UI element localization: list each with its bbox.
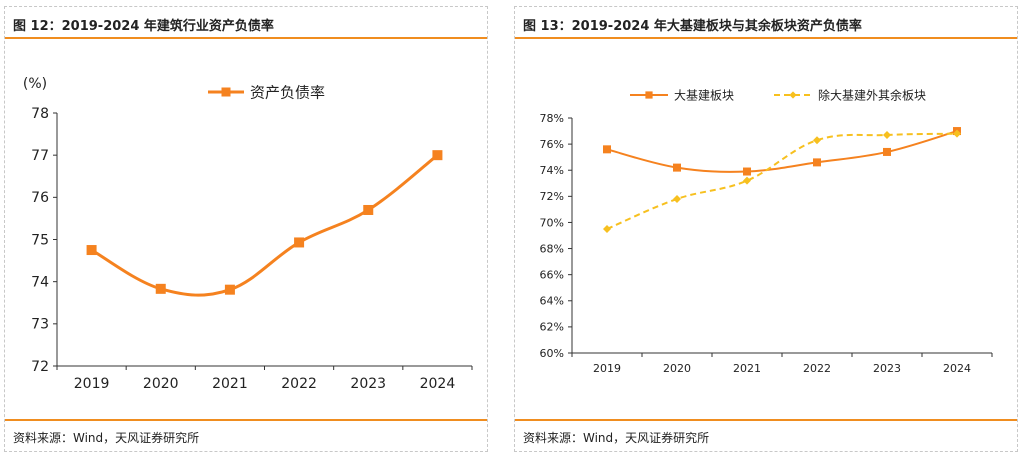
left-chart-title: 图 12：2019-2024 年建筑行业资产负债率 (5, 7, 487, 39)
right-chart-panel: 图 13：2019-2024 年大基建板块与其余板块资产负债率 资料来源：Win… (514, 6, 1018, 452)
right-data-point (603, 224, 611, 233)
right-y-tick-label: 76% (540, 138, 564, 151)
right-chart-title: 图 13：2019-2024 年大基建板块与其余板块资产负债率 (515, 7, 1017, 39)
left-x-tick-label: 2020 (143, 376, 179, 392)
left-data-point (294, 237, 305, 248)
right-y-tick-label: 60% (540, 347, 564, 360)
left-y-tick-label: 74 (31, 275, 49, 291)
right-data-point (813, 136, 821, 145)
right-data-point (883, 130, 891, 139)
left-x-tick-label: 2023 (350, 376, 386, 392)
right-y-tick-label: 68% (540, 242, 564, 255)
left-data-point (155, 283, 166, 294)
left-data-point (432, 150, 443, 161)
left-chart-panel: 图 12：2019-2024 年建筑行业资产负债率 资料来源：Wind，天风证券… (4, 6, 488, 452)
left-y-tick-label: 72 (31, 359, 49, 375)
right-x-tick-label: 2020 (663, 362, 691, 375)
left-data-point (363, 204, 374, 215)
right-data-point (813, 158, 821, 167)
right-y-tick-label: 78% (540, 112, 564, 125)
left-x-tick-label: 2022 (281, 376, 317, 392)
left-x-tick-label: 2019 (74, 376, 110, 392)
right-data-point (743, 176, 751, 185)
right-x-tick-label: 2024 (943, 362, 971, 375)
right-y-tick-label: 72% (540, 190, 564, 203)
right-x-tick-label: 2019 (593, 362, 621, 375)
right-y-tick-label: 70% (540, 216, 564, 229)
right-y-tick-label: 64% (540, 295, 564, 308)
right-x-tick-label: 2021 (733, 362, 761, 375)
left-data-point (224, 284, 235, 295)
right-data-point (953, 129, 961, 138)
right-data-point (673, 163, 681, 172)
right-data-point (603, 145, 611, 154)
left-y-tick-label: 78 (31, 106, 49, 122)
right-x-tick-label: 2023 (873, 362, 901, 375)
right-y-tick-label: 74% (540, 164, 564, 177)
right-legend-marker (789, 91, 797, 99)
left-y-tick-label: 76 (31, 190, 49, 206)
right-chart-source: 资料来源：Wind，天风证券研究所 (515, 419, 1017, 451)
right-x-tick-label: 2022 (803, 362, 831, 375)
right-y-tick-label: 66% (540, 269, 564, 282)
right-data-point (673, 194, 681, 203)
right-data-point (743, 167, 751, 176)
right-legend-label: 大基建板块 (674, 88, 734, 102)
right-legend-marker (645, 91, 653, 99)
left-x-tick-label: 2021 (212, 376, 248, 392)
right-legend-label: 除大基建外其余板块 (818, 87, 926, 102)
left-data-point (86, 245, 97, 256)
right-y-tick-label: 62% (540, 321, 564, 334)
left-legend-marker (221, 87, 231, 97)
left-y-tick-label: 77 (31, 148, 49, 164)
right-data-point (883, 147, 891, 156)
left-legend-label: 资产负债率 (250, 83, 325, 101)
left-chart-source: 资料来源：Wind，天风证券研究所 (5, 419, 487, 451)
left-y-axis-label: (%) (23, 76, 47, 92)
left-y-tick-label: 75 (31, 232, 49, 248)
left-y-tick-label: 73 (31, 317, 49, 333)
left-x-tick-label: 2024 (420, 376, 456, 392)
right-series-line-0 (606, 130, 958, 173)
